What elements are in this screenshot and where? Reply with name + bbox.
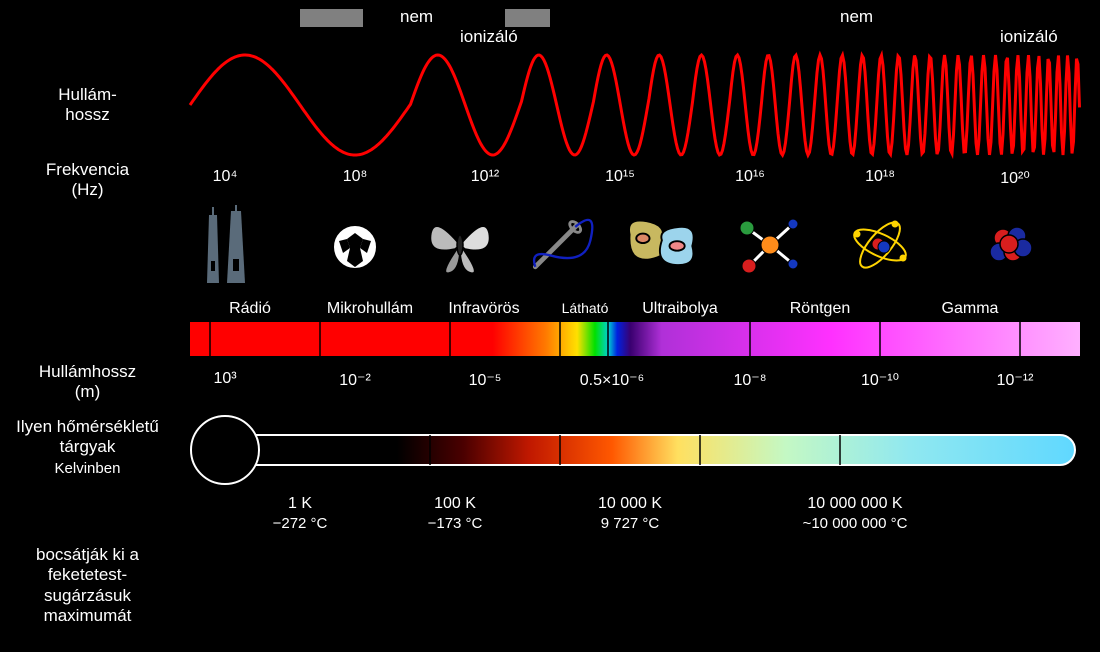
ionizing-gray-box <box>300 9 363 27</box>
spectrum-bar <box>190 322 1080 356</box>
temperature-celsius: ~10 000 000 °C <box>775 515 935 532</box>
atom-icon <box>842 205 918 285</box>
temperature-celsius: −272 °C <box>220 515 380 532</box>
blackbody-footer-label: bocsátják ki afeketetest-sugárzásukmaxim… <box>0 545 175 627</box>
em-wave <box>190 55 1080 155</box>
temperature-celsius: 9 727 °C <box>550 515 710 532</box>
band-label: Mikrohullám <box>315 300 425 318</box>
frequency-value: 10⁴ <box>200 168 250 186</box>
ionizing-label: ionizáló <box>460 27 518 47</box>
wavelength-value: 10⁻¹² <box>975 370 1055 390</box>
frequency-value: 10¹⁸ <box>855 168 905 186</box>
butterfly-icon <box>422 205 498 285</box>
non-ionizing-label: nem <box>840 7 873 27</box>
frequency-value: 10²⁰ <box>990 168 1040 188</box>
frequency-value: 10⁸ <box>330 168 380 186</box>
band-label: Gamma <box>915 300 1025 318</box>
cells-icon <box>622 205 698 285</box>
molecule-icon <box>732 205 808 285</box>
wavelength-value: 10⁻⁸ <box>710 370 790 390</box>
band-label: Röntgen <box>765 300 875 318</box>
frequency-value: 10¹² <box>460 168 510 186</box>
ionizing-gray-box <box>505 9 550 27</box>
wavelength-value: 10³ <box>185 370 265 388</box>
towers-icon <box>187 205 263 285</box>
freq-row-label: Frekvencia(Hz) <box>0 160 175 201</box>
frequency-value: 10¹⁵ <box>595 168 645 186</box>
wave-row-label: Hullám-hossz <box>0 85 175 126</box>
band-label: Ultraibolya <box>625 300 735 318</box>
soccer-ball-icon <box>317 205 393 285</box>
temperature-celsius: −173 °C <box>375 515 535 532</box>
thermometer-tube <box>248 435 1075 465</box>
temperature-kelvin: 1 K <box>230 495 370 513</box>
wavelength-value: 10⁻¹⁰ <box>840 370 920 390</box>
needle-icon <box>522 205 598 285</box>
wavelength-value: 10⁻⁵ <box>445 370 525 390</box>
non-ionizing-label: nem <box>400 7 433 27</box>
frequency-value: 10¹⁶ <box>725 168 775 186</box>
band-label: Rádió <box>195 300 305 318</box>
wavelength-value: 0.5×10⁻⁶ <box>572 370 652 390</box>
band-label: Látható <box>530 300 640 316</box>
wavelength-value: 10⁻² <box>315 370 395 390</box>
band-label: Infravörös <box>429 300 539 318</box>
nucleus-icon <box>972 205 1048 285</box>
wavelength-row-label: Hullámhossz(m) <box>0 362 175 403</box>
temperature-kelvin: 100 K <box>385 495 525 513</box>
ionizing-label: ionizáló <box>1000 27 1058 47</box>
blackbody-source-label: Ilyen hőmérsékletűtárgyakKelvinben <box>0 417 175 478</box>
temperature-kelvin: 10 000 000 K <box>785 495 925 513</box>
temperature-kelvin: 10 000 K <box>560 495 700 513</box>
